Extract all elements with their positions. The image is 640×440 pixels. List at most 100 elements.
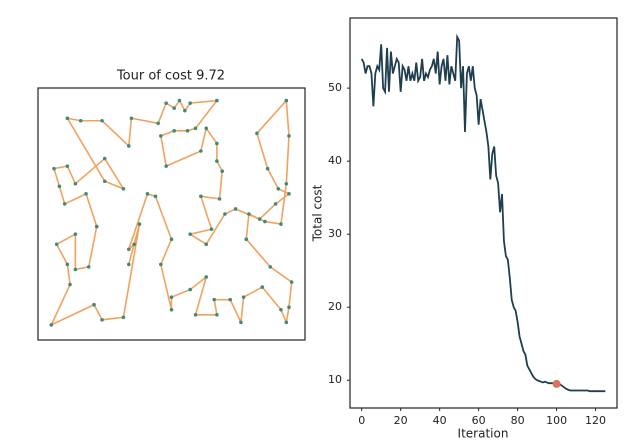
city [287,134,291,138]
city [193,313,198,317]
city [217,197,222,201]
frame [37,87,306,341]
city [241,295,246,299]
city [220,169,225,173]
city [260,285,265,289]
city [212,297,217,302]
frame [349,17,618,409]
x-tick-label: 80 [511,414,525,427]
city [199,149,203,153]
city [100,318,104,322]
y-tick-label: 30 [328,227,342,240]
city [215,141,219,146]
city [78,118,83,123]
city [121,315,126,320]
city [265,166,270,171]
cost-line [360,33,606,393]
city [57,184,62,189]
city [92,302,96,307]
city [132,242,136,247]
city [164,164,168,168]
city [284,98,289,103]
city [145,192,150,196]
city [284,181,289,186]
y-tick-label: 10 [328,373,342,386]
city [164,101,168,105]
city [94,224,99,229]
y-tick-label: 40 [328,154,342,167]
city [169,307,174,312]
city [126,144,131,148]
city [223,212,227,216]
city [188,232,192,236]
city [279,307,283,312]
city [177,98,182,103]
y-axis-label: Total cost [311,184,325,242]
city [49,323,54,327]
city [65,164,70,168]
city [204,126,209,131]
x-tick-label: 60 [472,414,486,427]
city [284,320,289,325]
tour-title: Tour of cost 9.72 [116,69,225,84]
city [257,217,262,221]
city [65,262,70,267]
city [137,222,142,226]
city [159,262,163,267]
city [159,134,163,138]
city [62,202,67,206]
city [276,187,281,191]
city [86,265,91,269]
city [279,222,283,226]
city [84,192,88,196]
city [169,295,174,299]
city [287,305,291,310]
city [156,121,160,126]
city [239,320,243,325]
city [100,118,104,123]
city [273,202,278,206]
city [73,181,78,186]
x-tick-label: 100 [546,414,567,427]
city [169,237,174,241]
current-point [552,379,561,388]
city [233,207,238,211]
city [68,282,72,287]
city [204,242,209,247]
city [263,219,267,224]
city [102,179,107,184]
city [153,194,158,199]
city [52,166,56,171]
city [126,247,131,252]
city [287,192,291,196]
city [172,129,176,133]
city [183,108,187,113]
city [65,116,70,121]
city [121,187,126,191]
city [73,267,78,272]
x-axis-label: Iteration [458,427,509,440]
city [209,227,214,231]
city [289,280,294,284]
x-tick-label: 0 [358,414,365,427]
x-tick-label: 120 [585,414,606,427]
y-tick-label: 20 [328,300,342,313]
city [255,131,259,136]
city [228,297,233,302]
city [215,313,219,317]
city [193,126,198,131]
city [215,159,219,163]
city [247,212,251,216]
y-tick-label: 50 [328,81,342,94]
city [129,116,134,121]
city [172,106,176,110]
city [73,232,78,236]
city [268,265,273,269]
x-tick-label: 40 [433,414,447,427]
city [204,275,209,279]
city [199,194,203,199]
city [102,156,107,161]
city [185,129,190,133]
city [126,262,131,267]
